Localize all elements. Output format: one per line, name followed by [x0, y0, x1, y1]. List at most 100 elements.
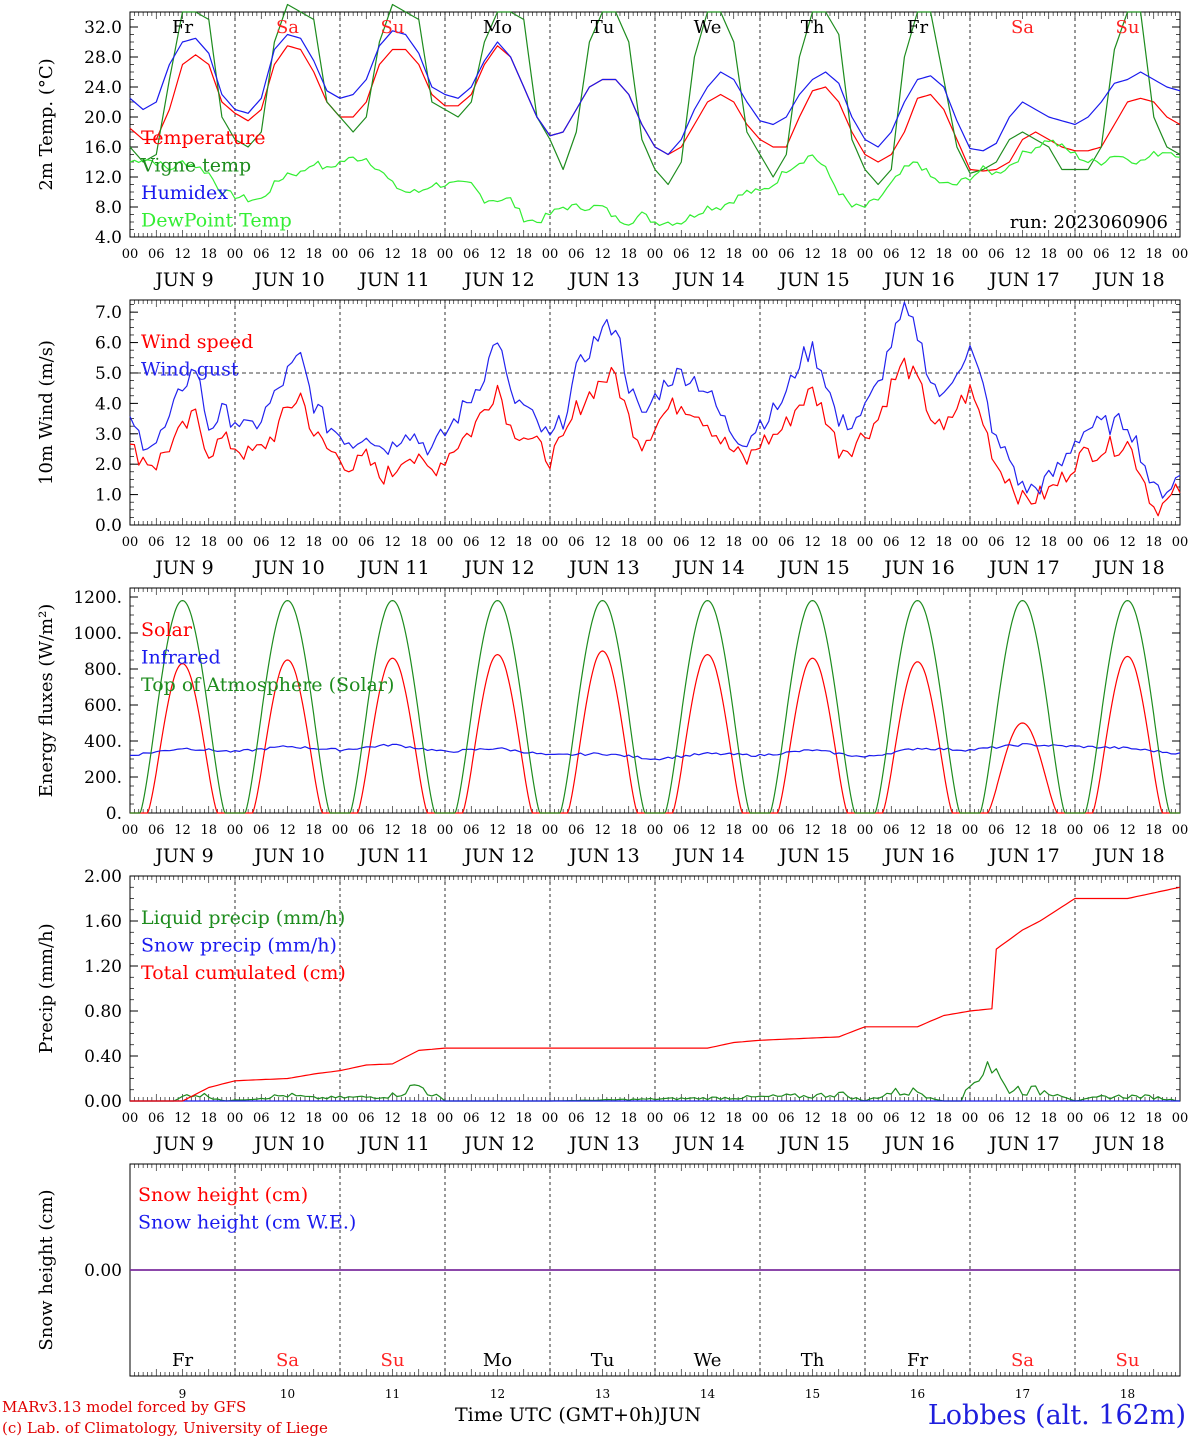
- legend-entry: Wind speed: [141, 331, 253, 353]
- hour-tick-label: 06: [988, 247, 1005, 262]
- hour-tick-label: 00: [437, 247, 454, 262]
- hour-tick-label: 06: [1093, 247, 1110, 262]
- hour-tick-label: 12: [174, 247, 191, 262]
- hour-tick-label: 06: [988, 1111, 1005, 1126]
- hour-tick-label: 12: [174, 1111, 191, 1126]
- hour-tick-label: 00: [227, 535, 244, 550]
- date-label: JUN 14: [672, 1133, 744, 1155]
- time-axis-label-text: Time UTC (GMT+0h): [455, 1404, 661, 1426]
- y-tick-label: 28.0: [84, 48, 122, 68]
- hour-tick-label: 00: [122, 535, 139, 550]
- day-number-label: 14: [700, 1387, 716, 1401]
- weekday-label: Fr: [907, 17, 928, 38]
- hour-tick-label: 06: [463, 823, 480, 838]
- date-label: JUN 17: [987, 1133, 1059, 1155]
- month-label: JUN: [660, 1404, 701, 1426]
- hour-tick-label: 12: [699, 823, 716, 838]
- date-label: JUN 18: [1092, 557, 1164, 579]
- hour-tick-label: 06: [358, 535, 375, 550]
- hour-tick-label: 18: [200, 823, 217, 838]
- hour-tick-label: 18: [725, 535, 742, 550]
- hour-tick-label: 12: [279, 247, 296, 262]
- date-label: JUN 12: [462, 845, 534, 867]
- hour-tick-label: 00: [647, 535, 664, 550]
- weekday-label: Fr: [172, 1350, 193, 1371]
- y-tick-label: 400.: [84, 732, 122, 752]
- y-tick-label: 0.80: [84, 1002, 122, 1022]
- date-label: JUN 9: [153, 269, 213, 291]
- weekday-label: Fr: [172, 17, 193, 38]
- hour-tick-label: 00: [1172, 535, 1189, 550]
- date-label: JUN 15: [777, 557, 849, 579]
- hour-tick-label: 06: [358, 823, 375, 838]
- hour-tick-label: 06: [358, 247, 375, 262]
- legend-entry: Vigne temp: [140, 155, 251, 177]
- hour-tick-label: 18: [1040, 1111, 1057, 1126]
- hour-tick-label: 06: [148, 1111, 165, 1126]
- credit-line-2: (c) Lab. of Climatology, University of L…: [2, 1419, 328, 1437]
- hour-tick-label: 18: [410, 247, 427, 262]
- y-tick-label: 600.: [84, 696, 122, 716]
- date-label: JUN 9: [153, 845, 213, 867]
- hour-tick-label: 18: [410, 823, 427, 838]
- hour-tick-label: 00: [332, 823, 349, 838]
- y-tick-label: 200.: [84, 768, 122, 788]
- hour-tick-label: 00: [752, 247, 769, 262]
- y-tick-label: 2.0: [95, 455, 122, 475]
- hour-tick-label: 00: [647, 823, 664, 838]
- date-label: JUN 11: [357, 1133, 429, 1155]
- hour-tick-label: 12: [804, 1111, 821, 1126]
- weekday-label: Sa: [276, 1350, 299, 1371]
- hour-tick-label: 00: [752, 535, 769, 550]
- y-tick-label: 1.0: [95, 486, 122, 506]
- hour-tick-label: 18: [305, 823, 322, 838]
- hour-tick-label: 18: [515, 1111, 532, 1126]
- hour-tick-label: 00: [1172, 823, 1189, 838]
- hour-tick-label: 18: [1145, 823, 1162, 838]
- legend-entry: DewPoint Temp: [141, 210, 292, 232]
- date-label: JUN 12: [462, 1133, 534, 1155]
- series-line: [130, 886, 1181, 1102]
- y-tick-label: 2.00: [84, 867, 122, 887]
- legend-entry: Liquid precip (mm/h): [141, 907, 345, 929]
- hour-tick-label: 06: [463, 1111, 480, 1126]
- date-label: JUN 17: [987, 845, 1059, 867]
- y-tick-label: 1.60: [84, 912, 122, 932]
- date-label: JUN 16: [882, 1133, 954, 1155]
- y-axis-label: Energy fluxes (W/m²): [36, 604, 57, 798]
- hour-tick-label: 06: [568, 247, 585, 262]
- y-tick-label: 12.0: [84, 168, 122, 188]
- hour-tick-label: 12: [384, 247, 401, 262]
- hour-tick-label: 00: [332, 1111, 349, 1126]
- hour-tick-label: 18: [830, 535, 847, 550]
- hour-tick-label: 18: [620, 1111, 637, 1126]
- hour-tick-label: 18: [305, 247, 322, 262]
- hour-tick-label: 12: [1119, 535, 1136, 550]
- hour-tick-label: 12: [174, 535, 191, 550]
- legend-entry: Snow height (cm W.E.): [138, 1212, 356, 1234]
- hour-tick-label: 00: [857, 1111, 874, 1126]
- hour-tick-label: 12: [489, 1111, 506, 1126]
- hour-tick-label: 12: [909, 1111, 926, 1126]
- hour-tick-label: 00: [542, 1111, 559, 1126]
- weekday-label: Su: [381, 1350, 405, 1371]
- date-label: JUN 17: [987, 557, 1059, 579]
- hour-tick-label: 12: [489, 535, 506, 550]
- day-number-label: 11: [385, 1387, 400, 1401]
- hour-tick-label: 18: [620, 247, 637, 262]
- time-axis-label: Time UTC (GMT+0h)JUN: [455, 1404, 701, 1426]
- day-number-label: 9: [179, 1387, 187, 1401]
- date-label: JUN 10: [252, 1133, 324, 1155]
- y-tick-label: 4.0: [95, 394, 122, 414]
- y-tick-label: 0.40: [84, 1047, 122, 1067]
- hour-tick-label: 18: [620, 823, 637, 838]
- hour-tick-label: 18: [200, 535, 217, 550]
- hour-tick-label: 06: [148, 535, 165, 550]
- hour-tick-label: 06: [778, 823, 795, 838]
- y-tick-label: 20.0: [84, 108, 122, 128]
- hour-tick-label: 06: [778, 535, 795, 550]
- hour-tick-label: 12: [909, 823, 926, 838]
- hour-tick-label: 18: [305, 1111, 322, 1126]
- y-axis-label: Precip (mm/h): [36, 923, 57, 1053]
- hour-tick-label: 00: [1172, 247, 1189, 262]
